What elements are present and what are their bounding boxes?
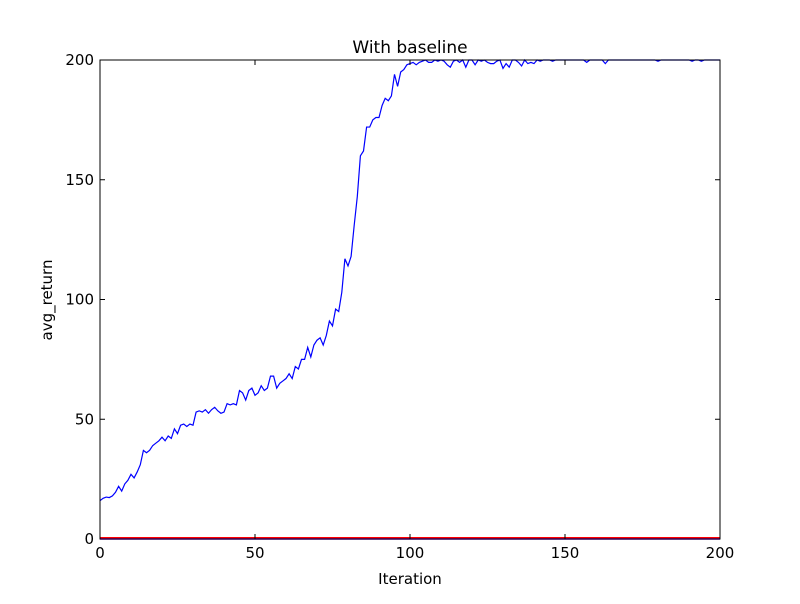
y-tick-label-0: 0 (84, 530, 94, 548)
x-tick-label-3: 150 (551, 544, 580, 562)
series-layer (99, 58, 720, 540)
x-tick-label-1: 50 (245, 544, 264, 562)
tick-layer: 0 50 100 150 200 0 50 100 150 200 (65, 51, 734, 562)
y-tick-label-2: 100 (65, 291, 94, 309)
x-tick-label-2: 100 (396, 544, 425, 562)
x-tick-label-0: 0 (95, 544, 105, 562)
y-axis-label: avg_return (38, 260, 57, 341)
y-tick-label-1: 50 (75, 410, 94, 428)
y-tick-label-4: 200 (65, 51, 94, 69)
x-axis-label: Iteration (378, 570, 442, 588)
y-tick-label-3: 150 (65, 171, 94, 189)
chart-title: With baseline (352, 38, 467, 58)
plot-frame (99, 59, 721, 540)
series-line-1 (99, 58, 720, 502)
x-tick-label-4: 200 (706, 544, 735, 562)
